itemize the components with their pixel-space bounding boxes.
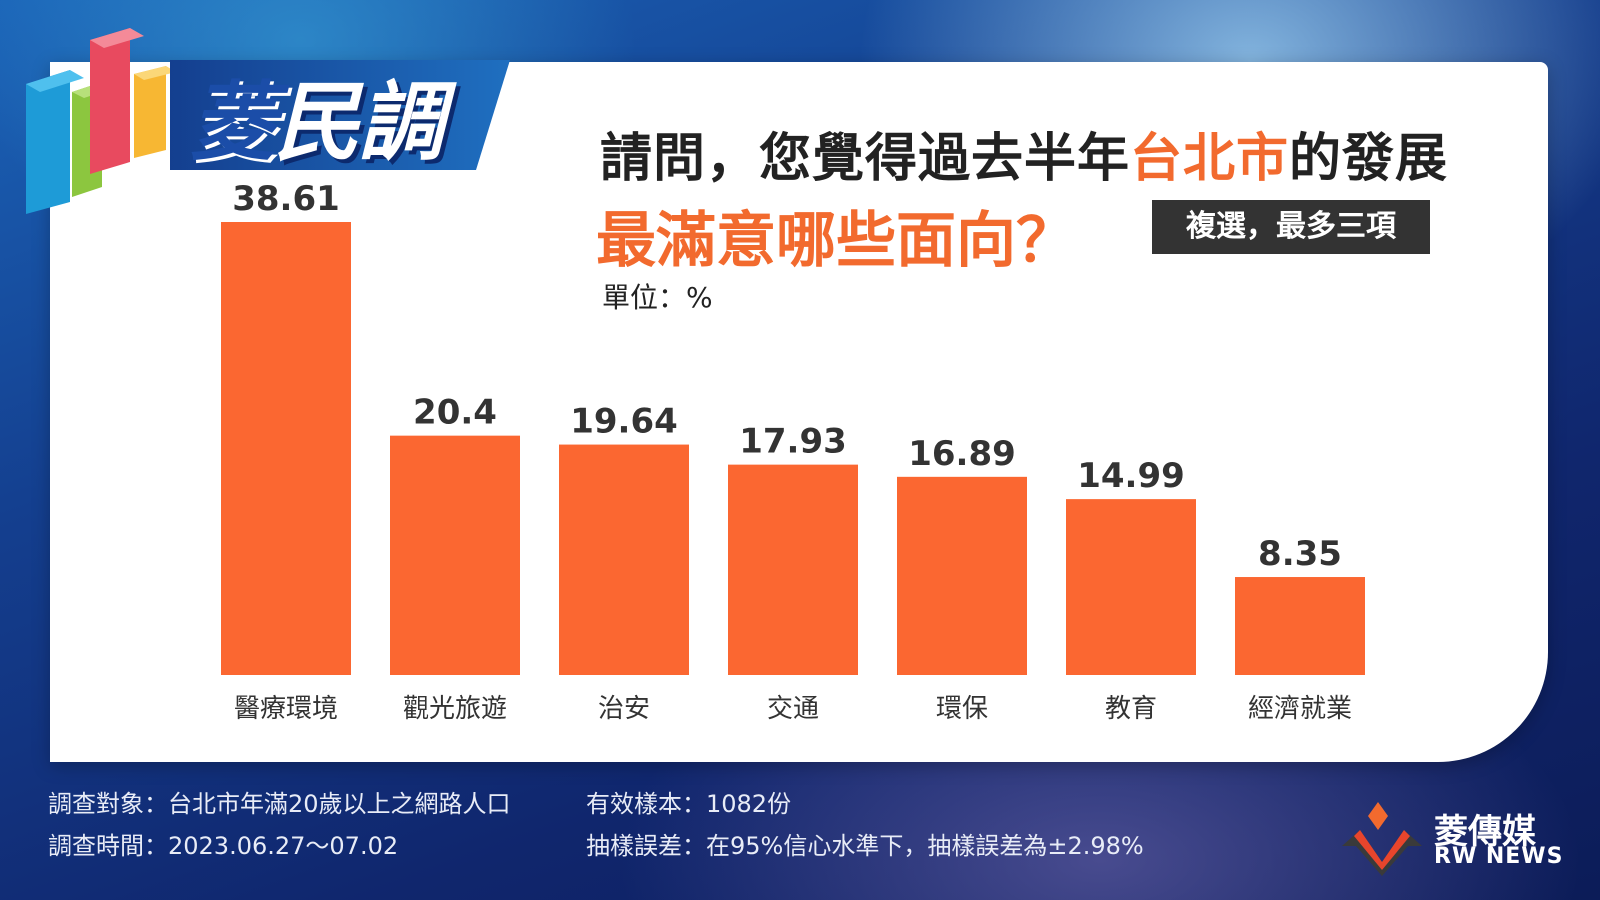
question-line1-before: 請問，您覺得過去半年 xyxy=(600,129,1131,189)
question-line1-after: 的發展 xyxy=(1289,129,1449,189)
logo-title-part1: 菱 xyxy=(190,73,276,173)
bar-1 xyxy=(390,435,520,675)
survey-target: 調查對象：台北市年滿20歲以上之網路人口 xyxy=(48,790,511,818)
value-label-2: 19.64 xyxy=(570,402,678,442)
sampling-error: 抽樣誤差：在95%信心水準下，抽樣誤差為±2.98% xyxy=(586,832,1144,860)
multi-select-badge: 複選，最多三項 xyxy=(1152,200,1430,254)
question-line2: 最滿意哪些面向？ xyxy=(596,206,1076,276)
bar-2 xyxy=(559,444,689,675)
bar-5 xyxy=(1066,499,1196,675)
category-label-0: 醫療環境 xyxy=(234,694,338,724)
logo-title: 菱民調 xyxy=(190,52,444,177)
bar-4 xyxy=(897,476,1027,675)
logo-banner xyxy=(170,60,510,170)
question-highlight-city: 台北市 xyxy=(1130,129,1290,189)
bar-0 xyxy=(221,222,351,675)
poll-logo: 菱民調 xyxy=(20,22,510,222)
value-label-5: 14.99 xyxy=(1077,456,1185,496)
category-label-1: 觀光旅遊 xyxy=(403,694,507,724)
brand-mark-icon xyxy=(1342,802,1422,876)
bar-6 xyxy=(1235,577,1365,675)
value-label-6: 8.35 xyxy=(1258,534,1342,574)
category-label-2: 治安 xyxy=(598,694,650,724)
unit-label: 單位：% xyxy=(602,281,713,314)
sample-size: 有效樣本：1082份 xyxy=(586,790,792,818)
category-label-4: 環保 xyxy=(936,694,988,724)
question-line1: 請問，您覺得過去半年台北市的發展 xyxy=(600,116,1448,191)
category-label-6: 經濟就業 xyxy=(1248,694,1352,724)
value-label-1: 20.4 xyxy=(413,393,497,433)
logo-title-part2: 民調 xyxy=(274,73,444,173)
category-label-5: 教育 xyxy=(1105,694,1157,724)
value-label-0: 38.61 xyxy=(232,179,340,219)
bar-chart-logo-icon xyxy=(26,28,176,214)
category-label-3: 交通 xyxy=(767,694,819,724)
brand-subtitle: RW NEWS xyxy=(1434,844,1564,869)
brand-name: 菱傳媒 xyxy=(1434,812,1536,852)
brand-logo: 菱傳媒 RW NEWS xyxy=(1338,800,1562,880)
value-label-4: 16.89 xyxy=(908,434,1016,474)
bar-3 xyxy=(728,464,858,675)
survey-period: 調查時間：2023.06.27～07.02 xyxy=(48,832,399,860)
value-label-3: 17.93 xyxy=(739,422,847,462)
